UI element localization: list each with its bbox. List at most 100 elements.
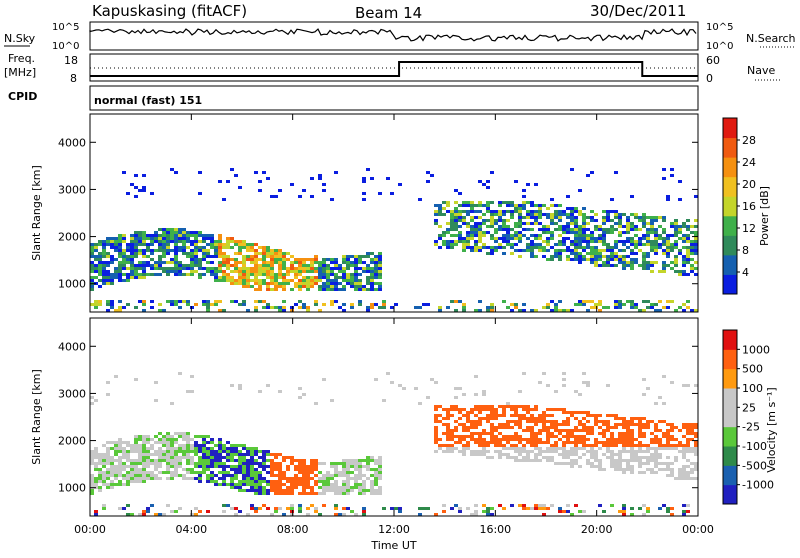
heatmap-cell bbox=[238, 453, 242, 456]
heatmap-cell bbox=[530, 252, 534, 255]
heatmap-cell bbox=[662, 243, 666, 246]
heatmap-cell bbox=[118, 507, 122, 510]
heatmap-cell bbox=[114, 276, 118, 279]
heatmap-cell bbox=[94, 264, 98, 267]
heatmap-cell bbox=[226, 483, 230, 486]
heatmap-cell bbox=[498, 456, 502, 459]
heatmap-cell bbox=[694, 435, 698, 438]
heatmap-cell bbox=[338, 486, 342, 489]
heatmap-cell bbox=[158, 462, 162, 465]
heatmap-cell bbox=[614, 252, 618, 255]
heatmap-cell bbox=[530, 408, 534, 411]
heatmap-cell bbox=[230, 300, 234, 303]
heatmap-cell bbox=[390, 507, 394, 510]
heatmap-cell bbox=[306, 258, 310, 261]
heatmap-cell bbox=[322, 486, 326, 489]
heatmap-cell bbox=[266, 273, 270, 276]
heatmap-cell bbox=[122, 441, 126, 444]
heatmap-cell bbox=[102, 474, 106, 477]
heatmap-cell bbox=[506, 456, 510, 459]
heatmap-cell bbox=[630, 249, 634, 252]
heatmap-cell bbox=[150, 447, 154, 450]
heatmap-cell bbox=[610, 462, 614, 465]
heatmap-cell bbox=[334, 492, 338, 495]
heatmap-cell bbox=[138, 243, 142, 246]
heatmap-cell bbox=[250, 270, 254, 273]
heatmap-cell bbox=[538, 207, 542, 210]
heatmap-cell bbox=[266, 177, 270, 180]
heatmap-cell bbox=[346, 261, 350, 264]
heatmap-cell bbox=[586, 450, 590, 453]
heatmap-cell bbox=[190, 468, 194, 471]
velocity-colorbar-swatch bbox=[723, 446, 737, 466]
heatmap-cell bbox=[382, 300, 386, 303]
heatmap-cell bbox=[466, 240, 470, 243]
heatmap-cell bbox=[530, 240, 534, 243]
heatmap-cell bbox=[502, 408, 506, 411]
velocity-colorbar-swatch bbox=[723, 426, 737, 447]
heatmap-cell bbox=[182, 240, 186, 243]
heatmap-cell bbox=[530, 441, 534, 444]
heatmap-cell bbox=[378, 477, 382, 480]
heatmap-cell bbox=[130, 276, 134, 279]
heatmap-cell bbox=[194, 453, 198, 456]
heatmap-cell bbox=[118, 459, 122, 462]
heatmap-cell bbox=[354, 486, 358, 489]
heatmap-cell bbox=[522, 450, 526, 453]
heatmap-cell bbox=[682, 444, 686, 447]
noise-panel bbox=[89, 21, 699, 51]
heatmap-cell bbox=[190, 513, 194, 516]
heatmap-cell bbox=[494, 231, 498, 234]
heatmap-cell bbox=[526, 216, 530, 219]
heatmap-cell bbox=[570, 432, 574, 435]
heatmap-cell bbox=[666, 507, 670, 510]
heatmap-cell bbox=[650, 456, 654, 459]
heatmap-cell bbox=[430, 378, 434, 381]
heatmap-cell bbox=[554, 444, 558, 447]
heatmap-cell bbox=[562, 423, 566, 426]
heatmap-cell bbox=[90, 483, 94, 486]
heatmap-cell bbox=[258, 474, 262, 477]
heatmap-cell bbox=[602, 423, 606, 426]
heatmap-cell bbox=[646, 444, 650, 447]
heatmap-cell bbox=[174, 510, 178, 513]
heatmap-cell bbox=[366, 465, 370, 468]
heatmap-cell bbox=[514, 180, 518, 183]
heatmap-cell bbox=[266, 492, 270, 495]
heatmap-cell bbox=[142, 468, 146, 471]
heatmap-cell bbox=[158, 513, 162, 516]
heatmap-cell bbox=[294, 486, 298, 489]
heatmap-cell bbox=[530, 246, 534, 249]
heatmap-cell bbox=[586, 258, 590, 261]
heatmap-cell bbox=[270, 258, 274, 261]
heatmap-cell bbox=[506, 435, 510, 438]
noise-sky-line bbox=[89, 28, 697, 42]
heatmap-cell bbox=[618, 465, 622, 468]
heatmap-cell bbox=[146, 477, 150, 480]
heatmap-cell bbox=[94, 303, 98, 306]
heatmap-cell bbox=[134, 186, 138, 189]
heatmap-cell bbox=[634, 213, 638, 216]
heatmap-cell bbox=[338, 276, 342, 279]
heatmap-cell bbox=[102, 276, 106, 279]
heatmap-cell bbox=[666, 246, 670, 249]
heatmap-cell bbox=[106, 471, 110, 474]
heatmap-cell bbox=[458, 450, 462, 453]
heatmap-cell bbox=[250, 468, 254, 471]
heatmap-cell bbox=[454, 219, 458, 222]
heatmap-cell bbox=[322, 480, 326, 483]
heatmap-cell bbox=[646, 462, 650, 465]
velocity-colorbar-swatch bbox=[723, 407, 737, 428]
heatmap-cell bbox=[418, 198, 422, 201]
heatmap-cell bbox=[230, 282, 234, 285]
heatmap-cell bbox=[666, 474, 670, 477]
heatmap-cell bbox=[546, 507, 550, 510]
heatmap-cell bbox=[518, 255, 522, 258]
heatmap-cell bbox=[566, 432, 570, 435]
heatmap-cell bbox=[454, 447, 458, 450]
heatmap-cell bbox=[442, 213, 446, 216]
heatmap-cell bbox=[314, 282, 318, 285]
heatmap-cell bbox=[630, 195, 634, 198]
heatmap-cell bbox=[378, 192, 382, 195]
heatmap-cell bbox=[638, 309, 642, 312]
